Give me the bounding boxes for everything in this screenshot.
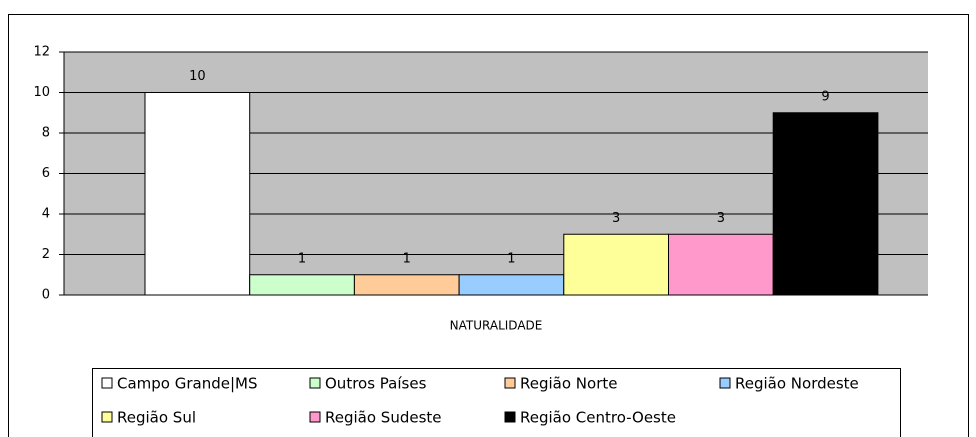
legend-swatch: [504, 411, 516, 423]
y-tick-label: 6: [42, 166, 50, 181]
bar: [772, 112, 879, 296]
legend-label: Região Sudeste: [325, 409, 442, 427]
data-label: 1: [507, 251, 515, 266]
legend-label: Região Nordeste: [735, 375, 859, 393]
legend-label: Região Centro-Oeste: [520, 409, 676, 427]
legend-box: [92, 368, 901, 437]
legend-label: Campo Grande|MS: [117, 375, 258, 393]
y-tick-label: 2: [42, 247, 50, 262]
legend-label: Região Norte: [520, 375, 617, 393]
data-label: 1: [403, 251, 411, 266]
legend-label: Outros Países: [325, 375, 427, 393]
data-label: 1: [298, 251, 306, 266]
legend-label: Região Sul: [117, 409, 196, 427]
y-tick-label: 8: [42, 126, 50, 141]
data-label: 3: [717, 211, 725, 226]
legend-swatch: [101, 411, 113, 423]
data-label: 9: [821, 89, 829, 104]
legend-swatch: [504, 377, 516, 389]
bar: [563, 233, 669, 296]
x-category-label: NATURALIDADE: [450, 319, 543, 333]
data-label: 10: [189, 69, 206, 84]
bar: [458, 274, 565, 296]
y-tick-label: 10: [33, 85, 50, 100]
bar: [668, 233, 774, 296]
bar: [144, 92, 251, 296]
legend-swatch: [309, 411, 321, 423]
bar: [353, 274, 460, 296]
legend-swatch: [719, 377, 731, 389]
legend-swatch: [101, 377, 113, 389]
y-tick-label: 0: [42, 288, 50, 303]
data-label: 3: [612, 211, 620, 226]
bar: [249, 274, 355, 296]
y-tick-label: 12: [33, 45, 50, 60]
y-tick-label: 4: [42, 207, 50, 222]
legend-swatch: [309, 377, 321, 389]
